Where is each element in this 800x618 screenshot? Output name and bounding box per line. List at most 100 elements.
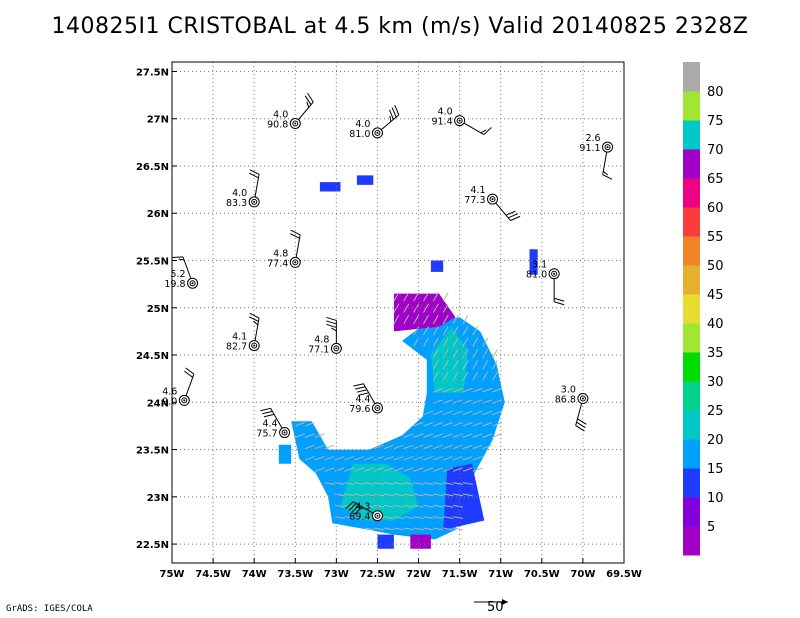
grid-lines xyxy=(172,62,624,563)
wind-vector xyxy=(442,292,449,302)
wind-vector xyxy=(452,371,459,381)
wind-vector xyxy=(423,337,429,347)
wind-vector xyxy=(393,456,404,461)
wind-vector xyxy=(383,444,394,450)
wind-vector xyxy=(452,337,459,347)
wind-vector xyxy=(492,388,503,393)
y-tick-label: 26.5N xyxy=(136,162,169,173)
wind-vector xyxy=(374,527,385,531)
station-value-top: 4.1 xyxy=(232,332,247,343)
wind-barb-flag xyxy=(260,407,271,412)
wind-vector xyxy=(423,326,429,336)
wind-vector xyxy=(442,314,449,325)
wind-vector xyxy=(452,326,459,336)
x-tick-label: 70.5W xyxy=(524,569,560,580)
wind-vector xyxy=(452,467,463,472)
wind-vector xyxy=(334,516,345,519)
wind-speed-region-4 xyxy=(393,293,456,332)
wind-vector xyxy=(383,467,394,472)
wind-vector xyxy=(295,433,305,438)
wind-speed-region-6 xyxy=(319,182,341,192)
wind-vector xyxy=(423,292,429,302)
wind-barb-flag xyxy=(248,316,259,322)
wind-vector xyxy=(393,292,400,302)
wind-vector xyxy=(442,360,449,370)
wind-vector xyxy=(314,433,325,438)
wind-vector xyxy=(492,360,498,370)
wind-vector xyxy=(432,326,439,336)
wind-vector xyxy=(452,348,459,359)
station-value-bottom: 82.7 xyxy=(226,342,247,353)
wind-vector xyxy=(423,314,429,325)
wind-vector xyxy=(354,516,365,519)
station-value-bottom: 91.1 xyxy=(579,143,600,154)
station-observations: 4.090.8 4.081.04.091.42.691.14.083.34.177… xyxy=(162,92,614,523)
wind-vector xyxy=(403,482,414,485)
wind-vector xyxy=(452,360,459,370)
wind-vector xyxy=(324,467,335,472)
x-tick-label: 71.5W xyxy=(442,569,478,580)
wind-speed-region-7 xyxy=(430,260,444,272)
station-15: 4.389.4 xyxy=(345,501,383,523)
wind-vector xyxy=(403,456,414,461)
wind-barb-flag xyxy=(351,504,360,513)
wind-vector xyxy=(364,482,375,485)
wind-vector xyxy=(344,493,355,497)
colorbar: 5 10 15 20 25 30 35 40 45 50 55 60 65 70 75 80 xyxy=(683,62,724,556)
wind-vector xyxy=(364,467,374,472)
station-8: 3.181.0 xyxy=(526,260,565,306)
wind-vector xyxy=(433,467,443,472)
wind-vector xyxy=(462,456,473,461)
wind-vector xyxy=(413,337,420,347)
colorbar-label: 15 xyxy=(707,462,724,477)
wind-vector xyxy=(442,303,449,313)
wind-vector xyxy=(462,360,469,370)
colorbar-label: 5 xyxy=(707,520,715,535)
station-marker-inner xyxy=(604,144,611,151)
wind-vector xyxy=(304,433,315,438)
station-10: 4.877.1 xyxy=(308,316,342,355)
colorbar-label: 75 xyxy=(707,114,724,129)
wind-vector xyxy=(443,422,453,427)
station-marker-dot xyxy=(606,146,609,149)
wind-vector xyxy=(403,493,414,497)
wind-barb-flag xyxy=(307,92,314,103)
station-marker-inner xyxy=(292,259,299,266)
wind-barb-staff xyxy=(298,101,314,120)
wind-barb-flag xyxy=(480,129,487,134)
reference-vector-arrow xyxy=(474,599,508,605)
wind-barb-flag xyxy=(576,421,586,429)
wind-vector xyxy=(383,504,394,508)
wind-barb-flag xyxy=(391,107,397,118)
wind-vector xyxy=(344,482,355,485)
station-value-top: 4.0 xyxy=(355,119,370,130)
x-tick-label: 74W xyxy=(242,569,267,580)
station-value-bottom: 77.1 xyxy=(308,344,329,355)
wind-vector xyxy=(423,527,434,531)
wind-barb-staff xyxy=(254,317,260,341)
station-1: 4.081.0 xyxy=(349,105,400,140)
wind-vector xyxy=(423,467,434,472)
wind-barb-staff xyxy=(182,256,192,279)
wind-barb-flag xyxy=(394,105,400,116)
wind-vector xyxy=(413,482,424,485)
wind-vector xyxy=(442,337,449,347)
y-tick-label: 23.5N xyxy=(136,446,169,457)
wind-barb-staff xyxy=(295,234,301,258)
x-axis: 75W 74.5W 74W 73.5W 73W 72.5W 72W 71.5W 71W 70.5W… xyxy=(160,558,642,580)
wind-vector xyxy=(443,467,453,472)
x-tick-label: 73W xyxy=(324,569,349,580)
wind-vector xyxy=(433,388,443,393)
wind-vector xyxy=(354,482,365,485)
colorbar-label: 50 xyxy=(707,259,724,274)
wind-barb-flag xyxy=(389,115,392,122)
wind-vector xyxy=(393,482,404,485)
wind-vector xyxy=(433,399,443,404)
x-tick-label: 70W xyxy=(570,569,595,580)
wind-speed-region-8 xyxy=(529,249,538,275)
wind-vector xyxy=(482,360,489,370)
wind-vector xyxy=(314,467,325,472)
wind-vector xyxy=(443,444,453,450)
wind-vector xyxy=(472,444,483,450)
wind-barb-staff xyxy=(270,408,283,429)
